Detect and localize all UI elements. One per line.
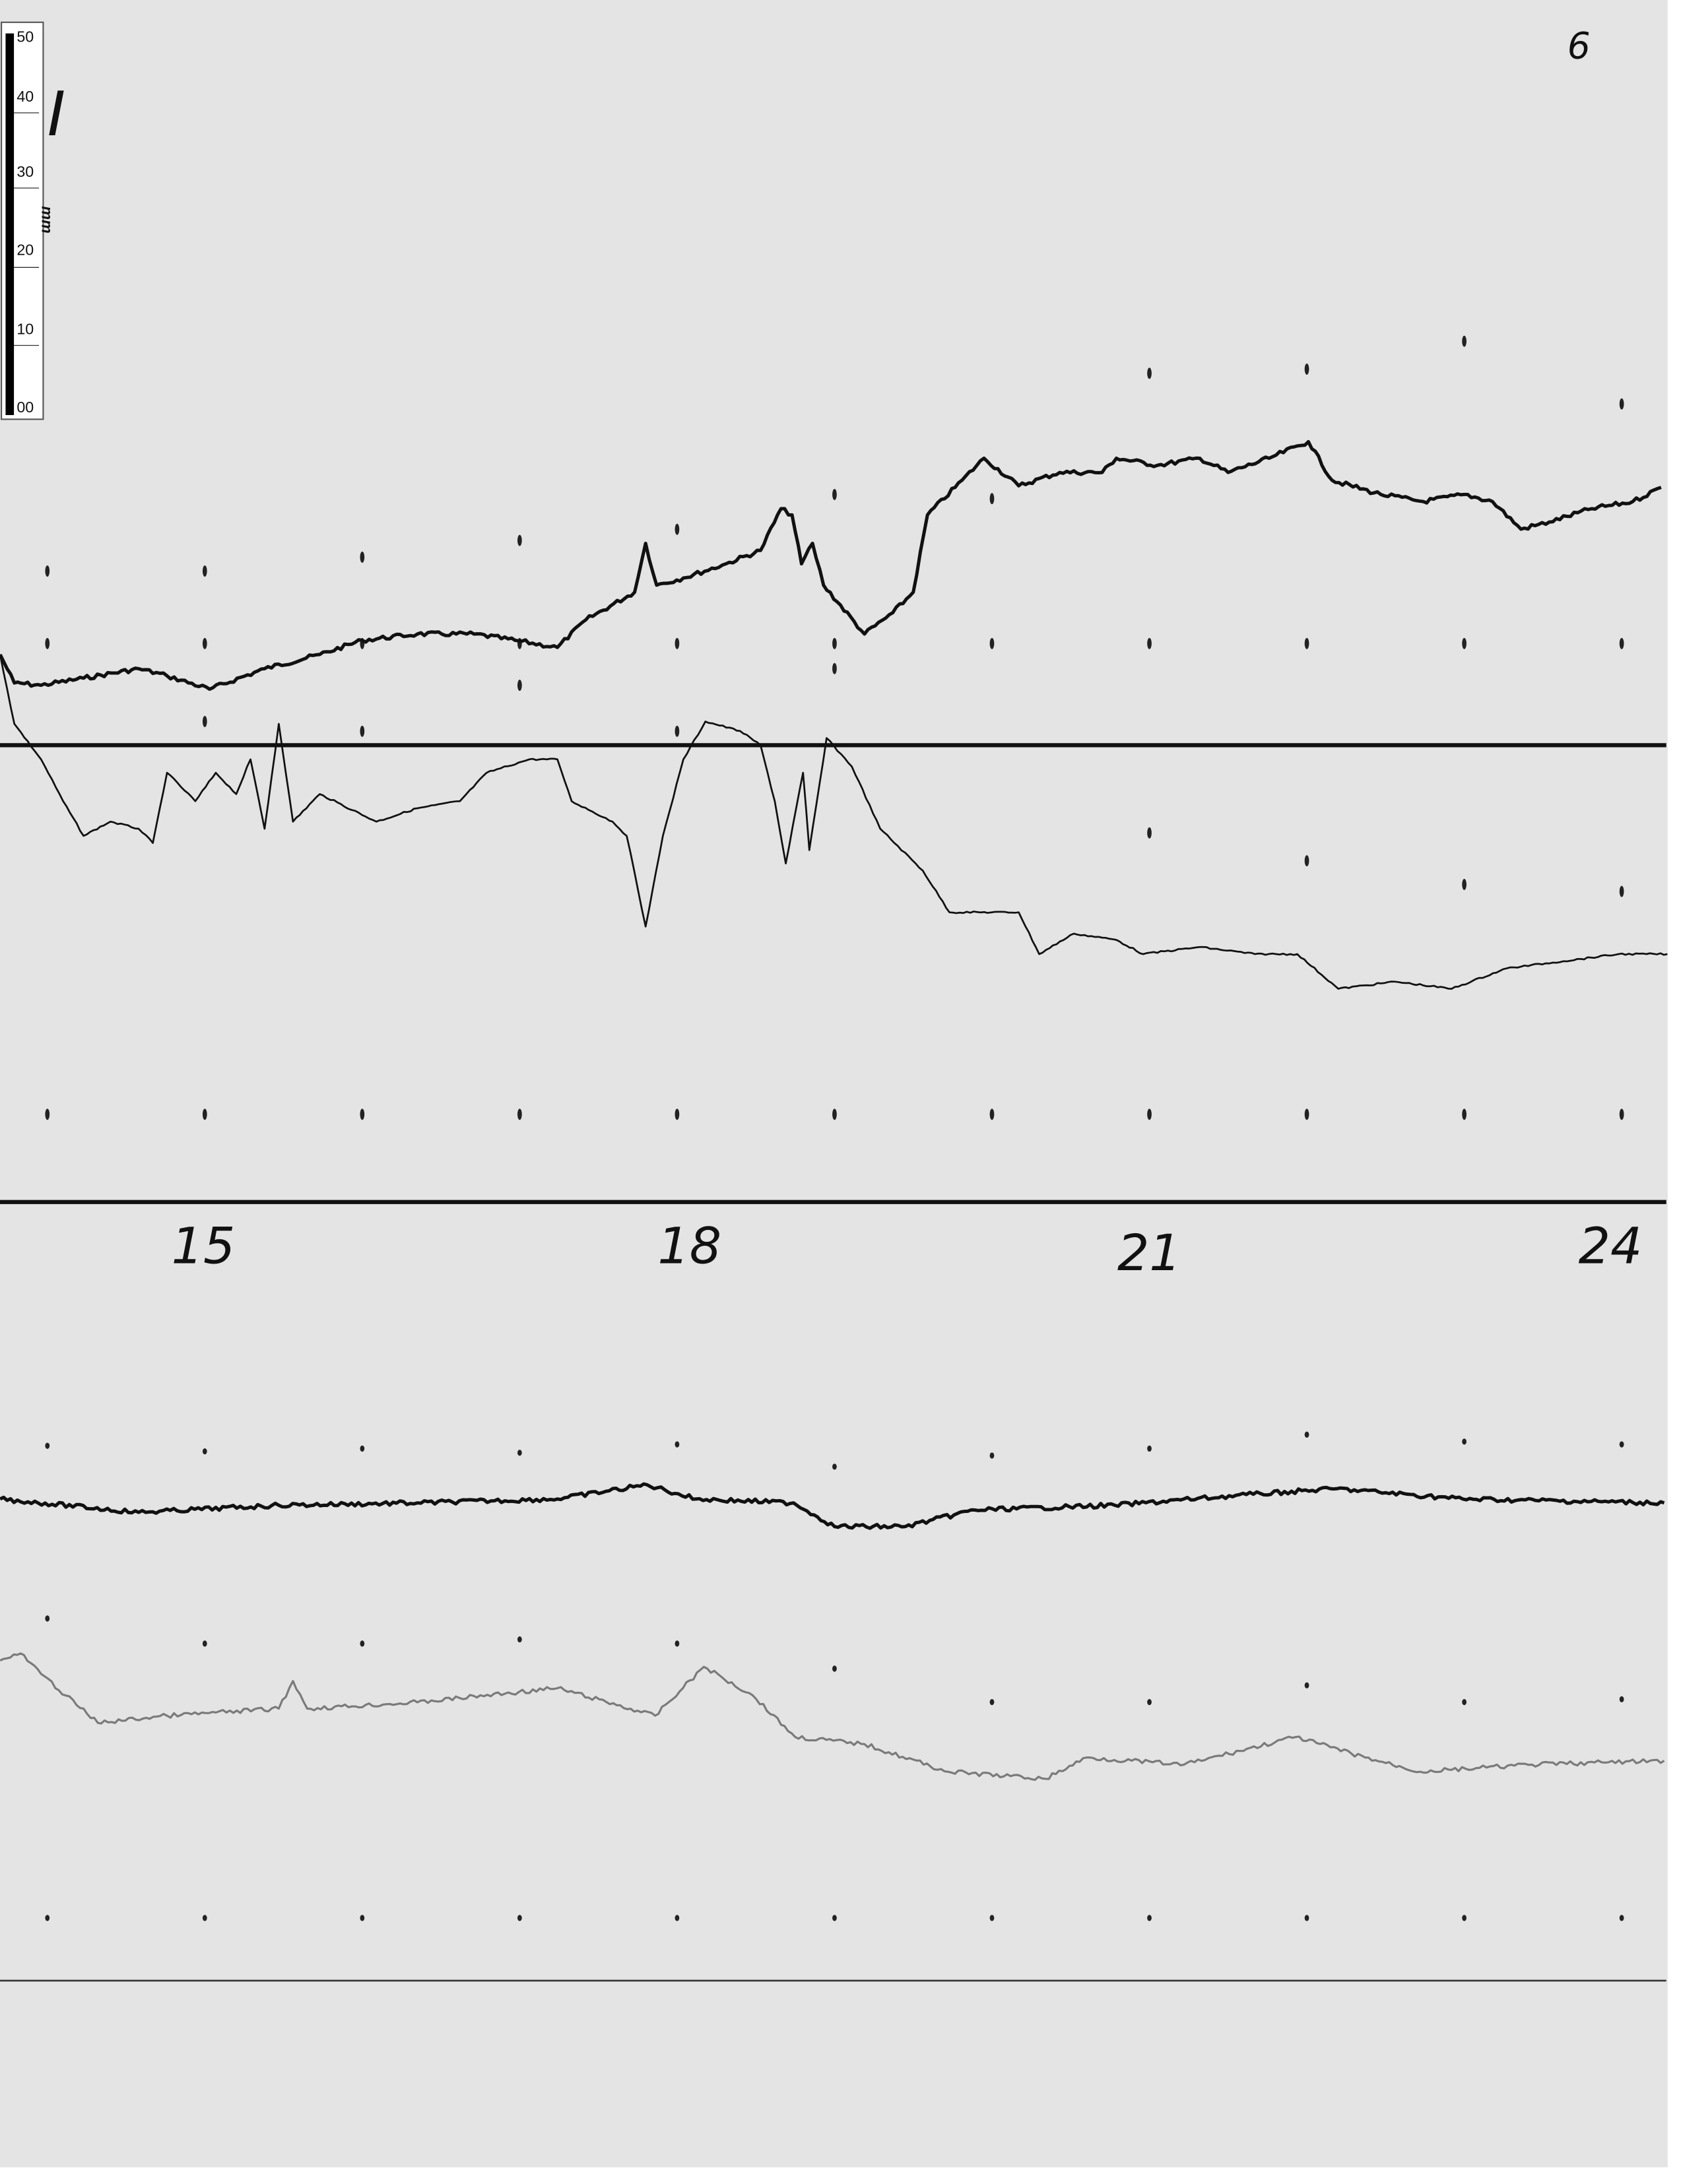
ruler-label-40: 40 — [16, 88, 34, 105]
hour-mark-19 — [832, 488, 837, 500]
ruler: 50 40 30 20 10 00 mm — [1, 21, 55, 420]
hour-mark-14 — [45, 1615, 50, 1622]
hour-mark-20 — [989, 1915, 995, 1921]
hour-mark-23 — [1462, 1698, 1467, 1706]
hour-mark-15 — [202, 1640, 207, 1647]
hour-mark-24 — [1619, 1696, 1624, 1703]
hour-mark-21 — [1147, 637, 1152, 649]
hour-mark-21 — [1147, 1915, 1152, 1921]
hour-mark-22 — [1304, 1108, 1309, 1120]
hour-marks — [45, 335, 1624, 1921]
hour-mark-15 — [202, 637, 207, 649]
hour-mark-22 — [1304, 855, 1309, 867]
hour-mark-20 — [989, 1698, 995, 1706]
hour-mark-19 — [832, 1665, 837, 1672]
hour-mark-16 — [360, 551, 365, 563]
sheet-number: 6 — [1568, 25, 1591, 67]
ruler-label-50: 50 — [16, 28, 34, 45]
hour-mark-18 — [675, 1108, 680, 1120]
hour-mark-17 — [517, 1915, 522, 1921]
ruler-label-00: 00 — [16, 399, 34, 416]
hour-mark-24 — [1619, 398, 1624, 410]
hour-mark-16 — [360, 1640, 365, 1647]
hour-mark-17 — [517, 680, 522, 691]
hour-mark-23 — [1462, 1108, 1467, 1120]
hour-mark-14 — [45, 565, 50, 577]
ruler-label-20: 20 — [16, 241, 34, 258]
hour-mark-21 — [1147, 368, 1152, 379]
hour-mark-16 — [360, 725, 365, 737]
ruler-bar — [5, 33, 15, 416]
hour-mark-15 — [202, 1108, 207, 1120]
hour-mark-19 — [832, 637, 837, 649]
hour-mark-19 — [832, 1915, 837, 1921]
hour-mark-18 — [675, 725, 680, 737]
hour-mark-16 — [360, 1445, 365, 1452]
hour-mark-24 — [1619, 885, 1624, 897]
hour-mark-17 — [517, 1450, 522, 1456]
hour-mark-23 — [1462, 637, 1467, 649]
hour-mark-19 — [832, 1463, 837, 1470]
hour-mark-22 — [1304, 637, 1309, 649]
hour-mark-18 — [675, 637, 680, 649]
traces — [0, 439, 1668, 1781]
hour-mark-23 — [1462, 879, 1467, 890]
hour-mark-22 — [1304, 1682, 1309, 1688]
hour-mark-20 — [989, 637, 995, 649]
x-tick-label-18: 18 — [657, 1217, 721, 1275]
hour-mark-24 — [1619, 637, 1624, 649]
hour-mark-24 — [1619, 1108, 1624, 1120]
hour-mark-21 — [1147, 1108, 1152, 1120]
hour-mark-18 — [675, 1640, 680, 1647]
hour-mark-15 — [202, 716, 207, 727]
hour-mark-14 — [45, 1915, 50, 1921]
hour-mark-23 — [1462, 1438, 1467, 1445]
hour-mark-23 — [1462, 1915, 1467, 1921]
ruler-unit: mm — [38, 206, 55, 233]
hour-mark-22 — [1304, 363, 1309, 375]
hour-mark-24 — [1619, 1915, 1624, 1921]
hour-mark-17 — [517, 1108, 522, 1120]
hour-mark-18 — [675, 1915, 680, 1921]
trace-2 — [0, 654, 1668, 990]
hour-mark-22 — [1304, 1915, 1309, 1921]
hour-mark-16 — [360, 1108, 365, 1120]
hour-mark-20 — [989, 1452, 995, 1459]
panel-label: I — [48, 79, 65, 150]
x-tick-label-15: 15 — [172, 1217, 236, 1275]
x-tick-label-21: 21 — [1117, 1223, 1181, 1282]
hour-mark-20 — [989, 1108, 995, 1120]
x-tick-label-24: 24 — [1579, 1217, 1643, 1275]
hour-mark-21 — [1147, 1445, 1152, 1452]
hour-mark-15 — [202, 1448, 207, 1455]
hour-mark-17 — [517, 534, 522, 546]
trace-3 — [0, 1482, 1665, 1530]
hour-mark-23 — [1462, 335, 1467, 347]
hour-mark-15 — [202, 565, 207, 577]
trace-1 — [0, 439, 1662, 691]
ruler-label-10: 10 — [16, 321, 34, 338]
hour-mark-22 — [1304, 1431, 1309, 1438]
hour-mark-19 — [832, 1108, 837, 1120]
hour-mark-17 — [517, 1636, 522, 1643]
hour-mark-14 — [45, 1108, 50, 1120]
hour-mark-21 — [1147, 1698, 1152, 1706]
hour-mark-15 — [202, 1915, 207, 1921]
hour-mark-14 — [45, 637, 50, 649]
trace-4 — [0, 1652, 1665, 1781]
hour-mark-18 — [675, 1441, 680, 1448]
hour-mark-18 — [675, 523, 680, 535]
hour-mark-16 — [360, 1915, 365, 1921]
hour-mark-20 — [989, 493, 995, 505]
ruler-label-30: 30 — [16, 163, 34, 180]
hour-mark-21 — [1147, 827, 1152, 839]
hour-mark-14 — [45, 1442, 50, 1449]
hour-mark-19 — [832, 662, 837, 674]
hour-mark-24 — [1619, 1441, 1624, 1448]
